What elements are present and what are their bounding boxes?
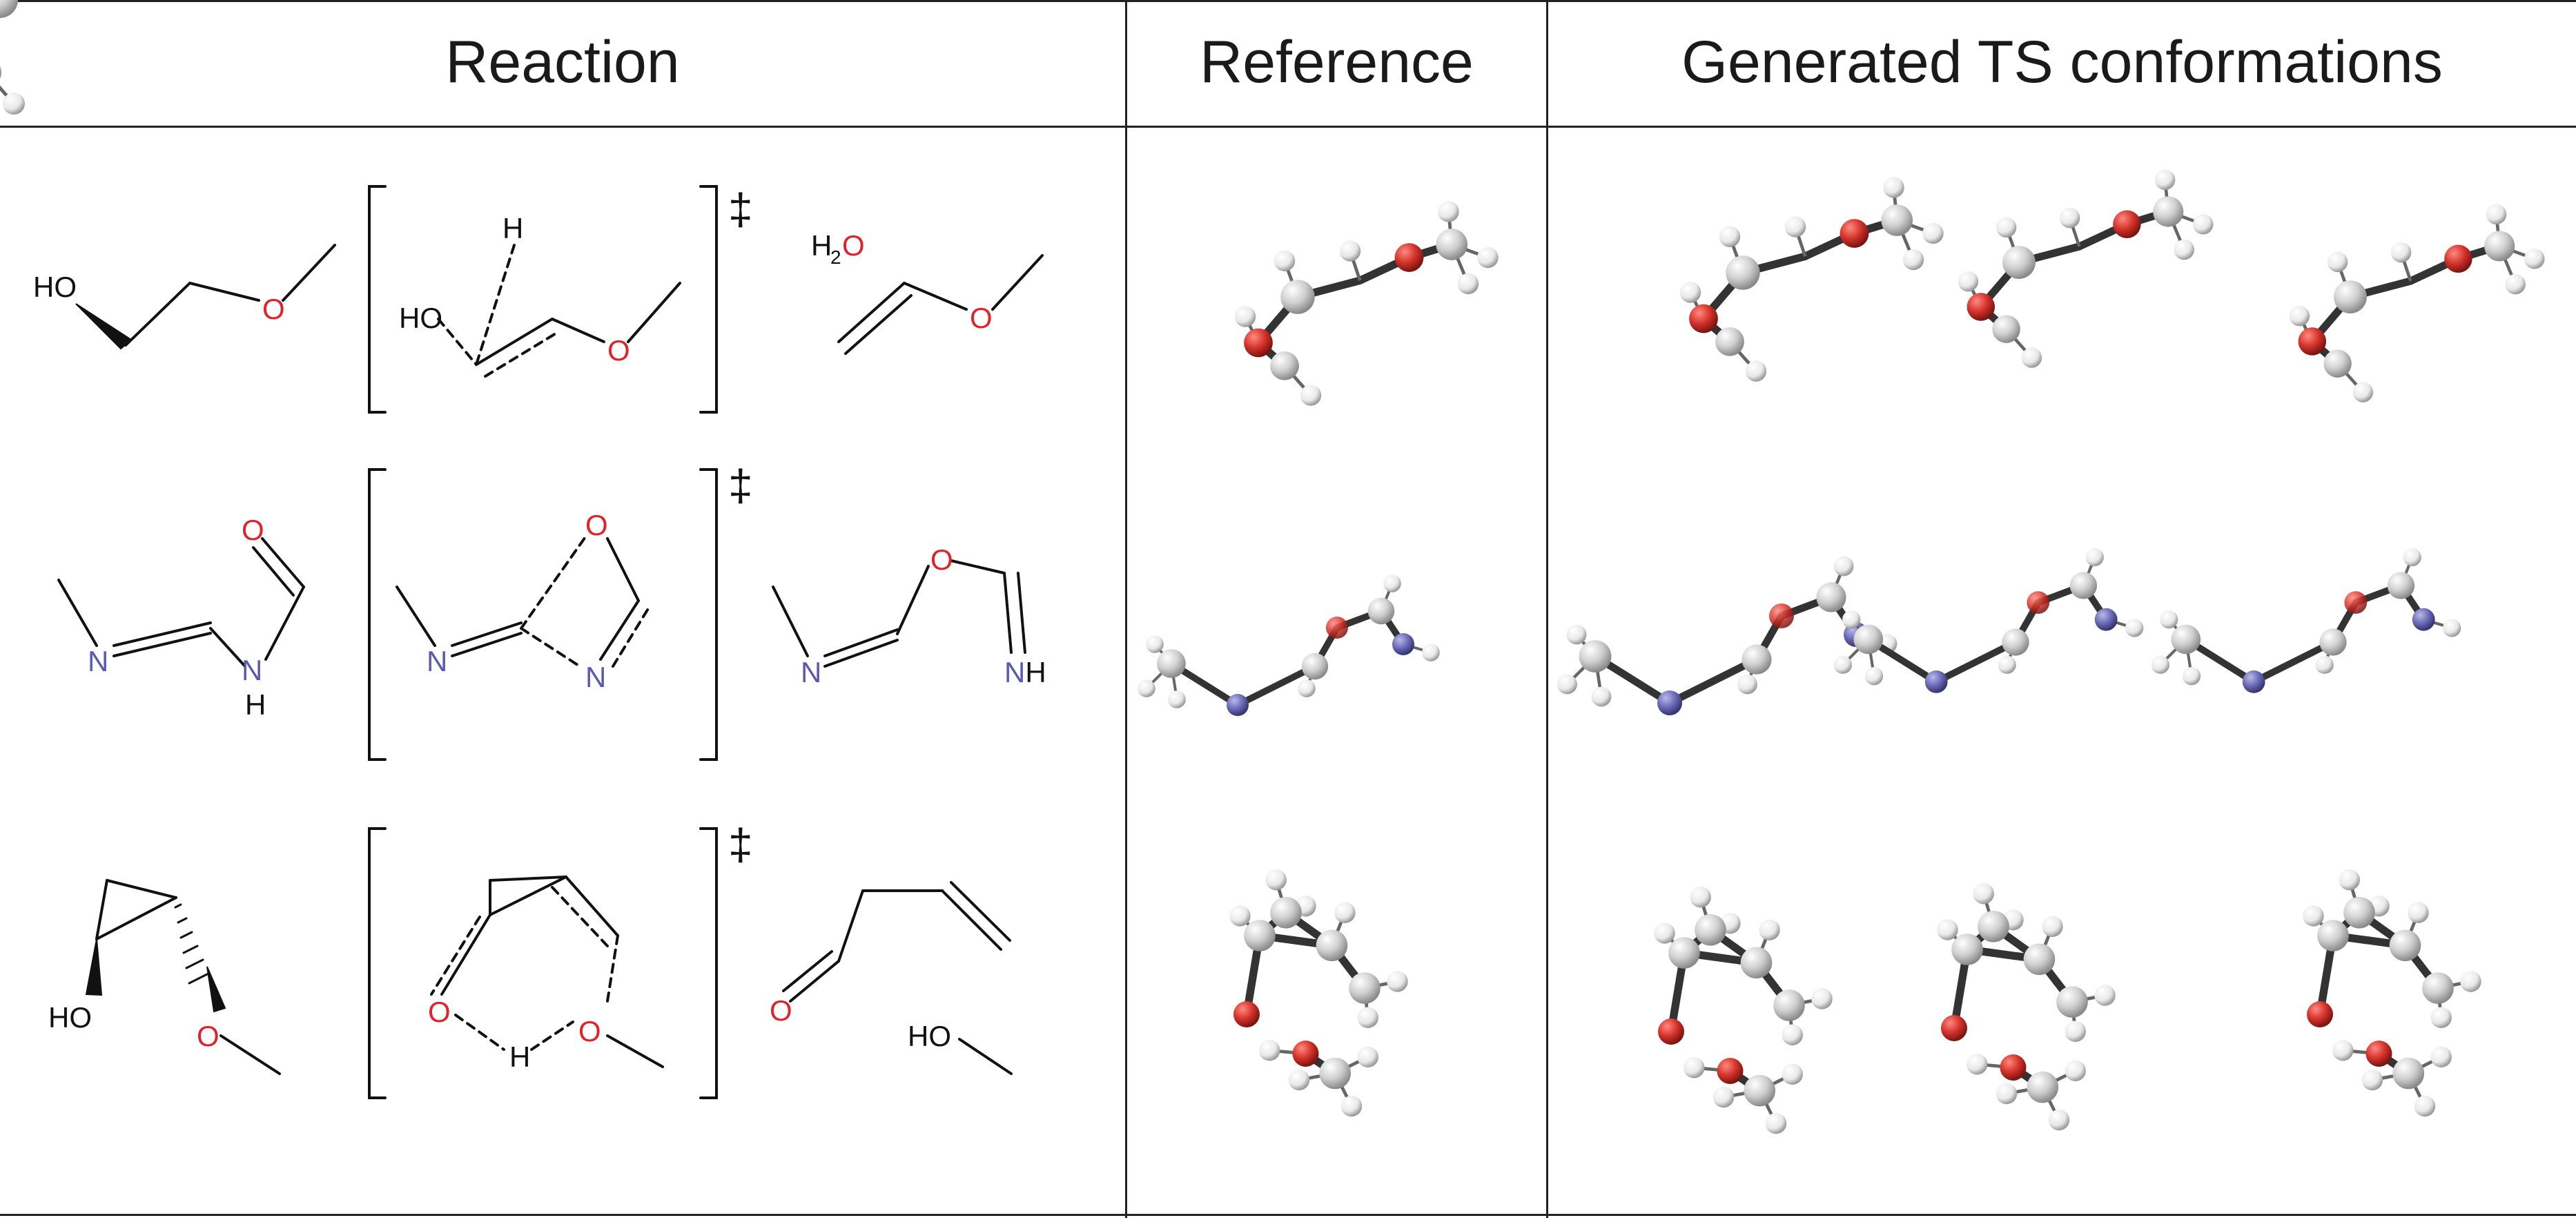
row3-ts-o2-label: O <box>578 1015 601 1047</box>
row1-ts-o-label: O <box>607 334 630 367</box>
row2-product-n-label: N <box>801 656 821 688</box>
generated-row2-conf3 <box>2151 548 2461 693</box>
row3-ts-h-label: H <box>509 1041 530 1073</box>
row2-ts-structure <box>396 534 650 668</box>
molecule-row1-model <box>0 0 25 115</box>
row2-ts-double-dagger: ‡ <box>728 461 753 510</box>
generated-row2-conf1 <box>1557 557 1897 715</box>
row3-ts-bracket <box>368 827 718 1099</box>
row2-ts-bracket <box>368 468 718 761</box>
reaction-schemes: HO O H HO O ‡ H 2 O O N N H O N N O ‡ N … <box>33 184 1046 1099</box>
top-border <box>0 0 2576 2</box>
row2-ts-o-label: O <box>585 509 608 541</box>
bottom-border <box>0 1214 2576 1216</box>
row1-reactant-o-label: O <box>262 293 285 325</box>
row2-reactant-o-label: O <box>242 514 264 546</box>
header-reference: Reference <box>1200 28 1474 95</box>
generated-row1-conf3 <box>2290 204 2545 403</box>
row3-product <box>782 881 1013 1075</box>
row1-product-water-h: H <box>811 229 832 262</box>
generated-row2-conf2 <box>1834 548 2144 693</box>
row2-product-o-label: O <box>930 543 953 576</box>
row1-reactant-ho-label: HO <box>33 271 77 303</box>
row1-reactant <box>75 244 336 350</box>
row1-product-o-label: O <box>970 302 993 334</box>
row2-ts-n1-label: N <box>427 645 447 677</box>
generated-row3-conf2 <box>1937 883 2115 1130</box>
row3-reactant <box>85 879 281 1075</box>
row1-product-water-subscript: 2 <box>830 246 841 268</box>
row3-ts-structure <box>430 876 664 1068</box>
reference-row1 <box>1235 201 1499 405</box>
row2-reactant-nh-h-label: H <box>245 688 266 721</box>
row1-ts-double-dagger: ‡ <box>728 184 753 234</box>
row1-ts-ho-label: HO <box>399 302 442 334</box>
column-divider-2 <box>1546 0 1548 1218</box>
row1-ts-structure <box>437 244 681 378</box>
reference-row3 <box>1229 869 1407 1116</box>
row2-product-nh-label: NH <box>1004 656 1046 688</box>
row3-reactant-o-label: O <box>197 1020 219 1052</box>
generated-row1-conf2 <box>1958 170 2214 368</box>
row1-product <box>837 254 1044 355</box>
row1-ts-bracket <box>368 185 718 414</box>
generated-row1-conf1 <box>1680 177 1944 381</box>
row2-ts-n2-label: N <box>585 661 606 693</box>
generated-row3-conf1 <box>1654 887 1832 1134</box>
row3-product-o-label: O <box>770 994 792 1027</box>
row3-reactant-ho-label: HO <box>48 1001 92 1034</box>
row3-ts-o1-label: O <box>428 996 451 1028</box>
row3-ts-double-dagger: ‡ <box>728 820 753 869</box>
row1-ts-h-label: H <box>502 212 523 244</box>
column-divider-1 <box>1125 0 1127 1218</box>
header-generated: Generated TS conformations <box>1681 28 2443 95</box>
row2-reactant <box>57 537 305 668</box>
row2-reactant-nh-n-label: N <box>242 654 262 686</box>
header-reaction: Reaction <box>445 28 680 95</box>
row3-product-ho-label: HO <box>908 1020 951 1052</box>
row1-product-water-o: O <box>842 229 865 262</box>
reference-row2 <box>1138 574 1440 716</box>
header-divider <box>0 126 2576 128</box>
row2-reactant-n-label: N <box>88 645 108 677</box>
row2-product <box>772 559 1026 668</box>
generated-row3-conf3 <box>2303 869 2481 1116</box>
